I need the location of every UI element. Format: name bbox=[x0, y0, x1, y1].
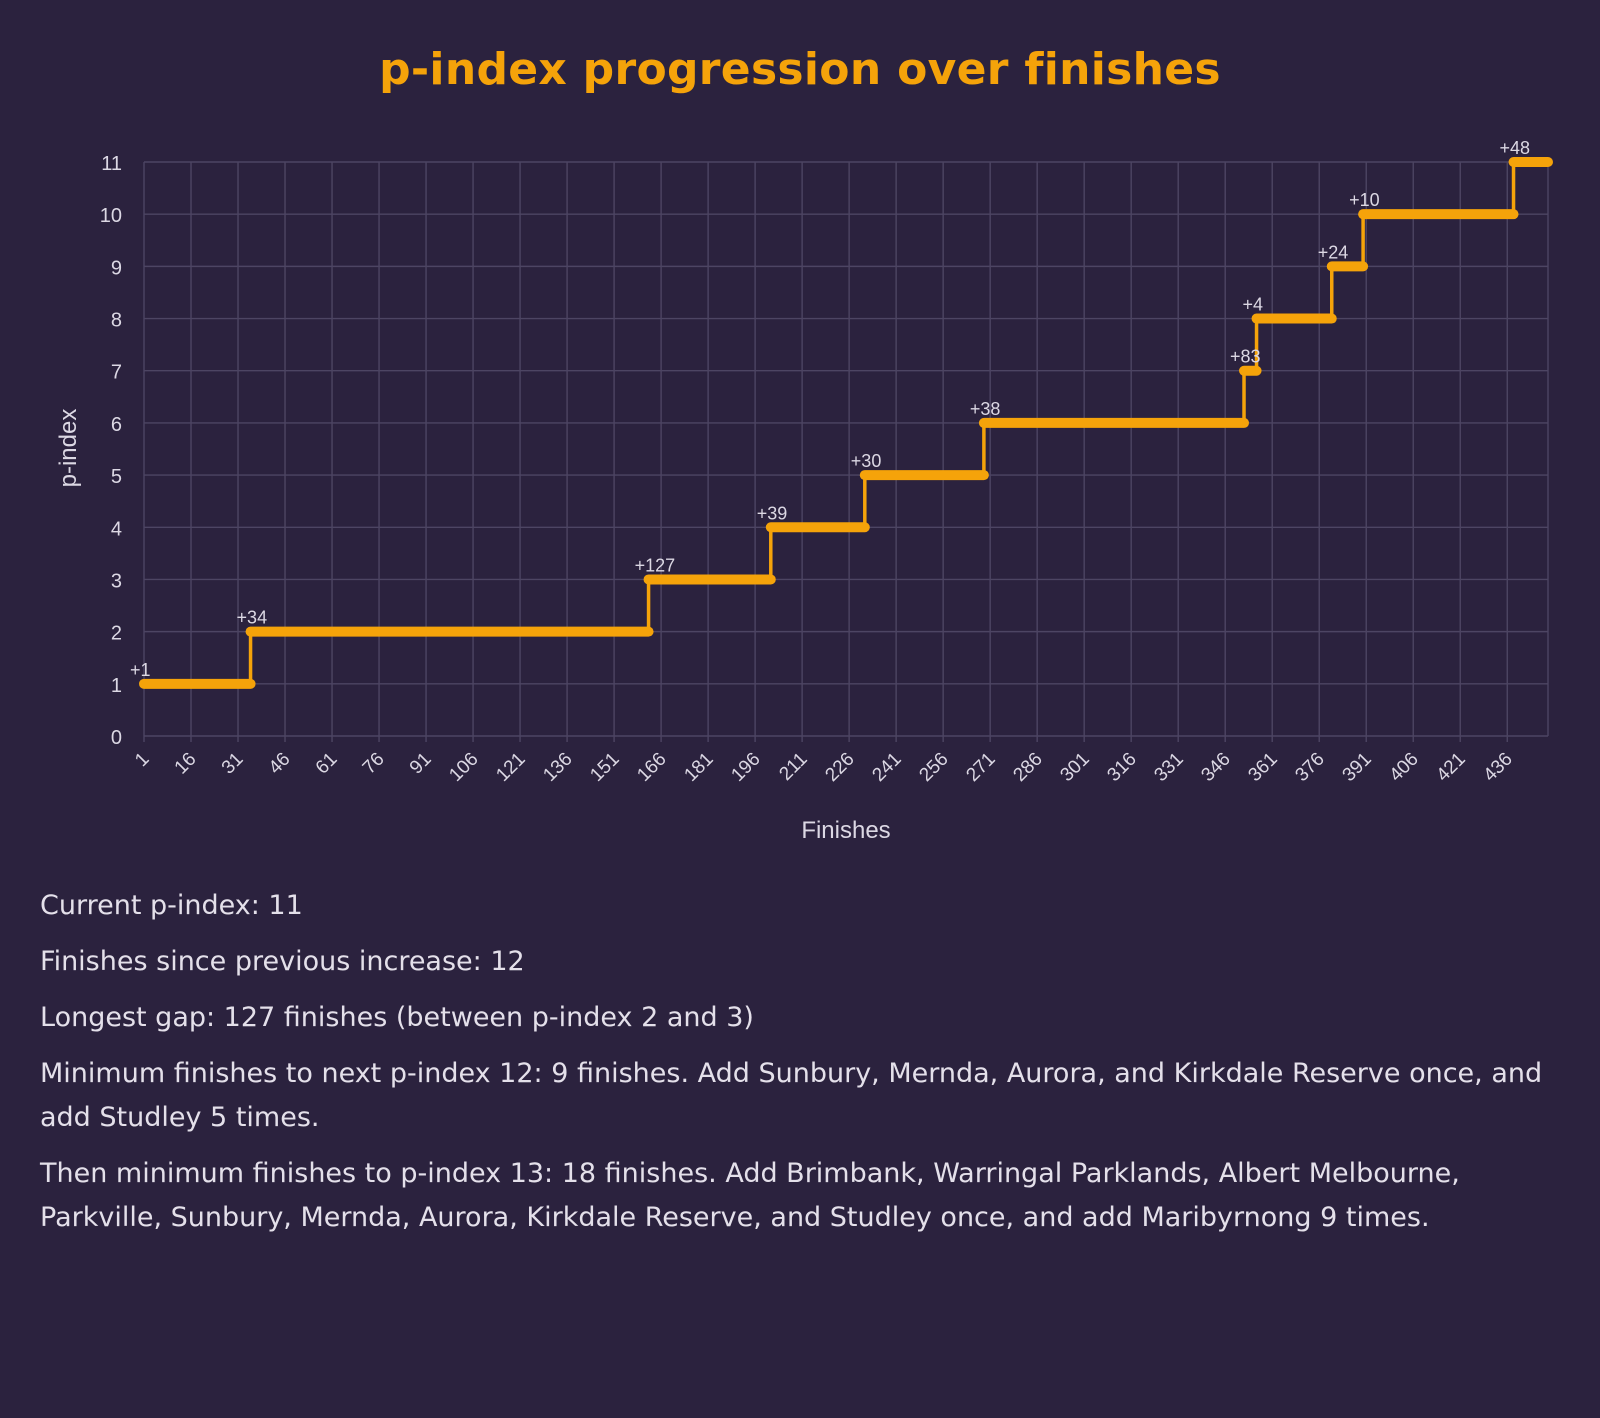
x-axis-ticks: 1 16 31 46 61 76 91 106 121 136 151 166 181 196 211 226… bbox=[131, 749, 1517, 786]
y-axis-title: p-index bbox=[55, 409, 82, 488]
x-tick-label: 241 bbox=[868, 749, 905, 786]
next-p-index-12: Minimum finishes to next p-index 12: 9 f… bbox=[40, 1058, 1543, 1133]
step-data-label: +48 bbox=[1500, 138, 1531, 158]
x-tick-label: 301 bbox=[1056, 749, 1093, 786]
longest-gap: Longest gap: 127 finishes (between p-ind… bbox=[40, 1002, 754, 1033]
x-tick-label: 196 bbox=[727, 749, 764, 786]
x-axis-title: Finishes bbox=[801, 817, 890, 844]
x-tick-label: 121 bbox=[492, 749, 529, 786]
x-tick-label: 151 bbox=[586, 749, 623, 786]
y-tick-label: 8 bbox=[111, 310, 122, 332]
step-data-label: +83 bbox=[1230, 347, 1261, 367]
y-tick-label: 3 bbox=[111, 570, 122, 592]
x-tick-label: 256 bbox=[915, 749, 952, 786]
x-tick-label: 421 bbox=[1433, 749, 1470, 786]
step-data-label: +24 bbox=[1318, 242, 1349, 262]
x-tick-label: 211 bbox=[775, 749, 811, 785]
x-tick-label: 61 bbox=[312, 749, 342, 779]
step-data-label: +39 bbox=[757, 503, 788, 523]
x-tick-label: 76 bbox=[359, 749, 389, 779]
x-tick-label: 436 bbox=[1480, 749, 1517, 786]
x-tick-label: 316 bbox=[1103, 749, 1140, 786]
y-tick-label: 5 bbox=[111, 466, 122, 488]
y-tick-label: 2 bbox=[111, 623, 122, 645]
x-tick-label: 1 bbox=[131, 749, 153, 771]
step-data-label: +4 bbox=[1243, 295, 1264, 315]
x-tick-label: 331 bbox=[1150, 749, 1187, 786]
y-tick-label: 10 bbox=[100, 205, 122, 227]
y-tick-label: 9 bbox=[111, 257, 122, 279]
y-tick-label: 4 bbox=[111, 518, 122, 540]
step-data-label: +38 bbox=[970, 399, 1001, 419]
x-tick-label: 166 bbox=[633, 749, 670, 786]
x-tick-label: 361 bbox=[1244, 749, 1281, 786]
y-tick-label: 7 bbox=[111, 362, 122, 384]
step-data-label: +127 bbox=[635, 555, 676, 575]
chart-grid bbox=[143, 161, 1549, 742]
x-tick-label: 271 bbox=[962, 749, 999, 786]
y-tick-label: 6 bbox=[111, 414, 122, 436]
x-tick-label: 106 bbox=[445, 749, 482, 786]
y-tick-label: 0 bbox=[111, 727, 122, 749]
x-tick-label: 406 bbox=[1386, 749, 1423, 786]
chart-title: p-index progression over finishes bbox=[379, 44, 1221, 95]
step-data-label: +10 bbox=[1349, 190, 1380, 210]
step-labels: +1 +34 +127 +39 +30 +38 +83 +4 +24 +10 +48 bbox=[130, 138, 1530, 680]
finishes-since-increase: Finishes since previous increase: 12 bbox=[40, 946, 525, 977]
x-tick-label: 136 bbox=[539, 749, 576, 786]
y-tick-label: 11 bbox=[101, 153, 122, 175]
y-axis-ticks: 0 1 2 3 4 5 6 7 8 9 10 11 bbox=[100, 153, 122, 749]
step-data-label: +1 bbox=[130, 660, 151, 680]
next-p-index-13: Then minimum finishes to p-index 13: 18 … bbox=[40, 1158, 1460, 1233]
x-tick-label: 181 bbox=[680, 749, 717, 786]
x-tick-label: 46 bbox=[265, 749, 295, 779]
x-tick-label: 286 bbox=[1009, 749, 1046, 786]
x-tick-label: 31 bbox=[218, 749, 248, 779]
current-p-index: Current p-index: 11 bbox=[40, 890, 303, 921]
step-data-label: +34 bbox=[237, 608, 268, 628]
x-tick-label: 226 bbox=[821, 749, 858, 786]
y-tick-label: 1 bbox=[111, 675, 122, 697]
x-tick-label: 91 bbox=[406, 749, 436, 779]
summary-section: Current p-index: 11 Finishes since previ… bbox=[40, 884, 1560, 1252]
x-tick-label: 391 bbox=[1339, 749, 1376, 786]
x-tick-label: 376 bbox=[1291, 749, 1328, 786]
step-line bbox=[139, 157, 1553, 689]
step-data-label: +30 bbox=[851, 451, 882, 471]
x-tick-label: 346 bbox=[1197, 749, 1234, 786]
x-tick-label: 16 bbox=[171, 749, 201, 779]
